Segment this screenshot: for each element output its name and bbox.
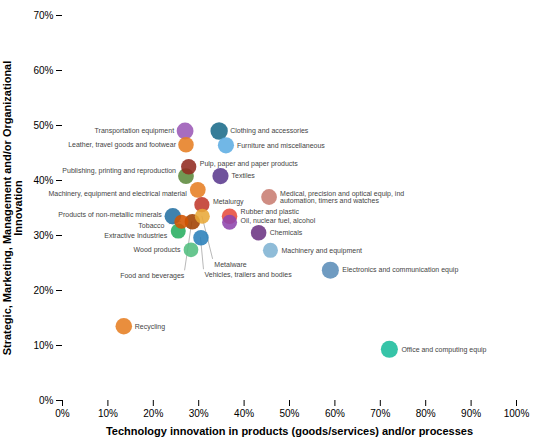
svg-text:Medical, precision and optical: Medical, precision and optical equip, in…: [280, 190, 404, 204]
svg-text:40%: 40%: [234, 408, 254, 419]
svg-text:0%: 0%: [55, 408, 70, 419]
svg-text:20%: 20%: [143, 408, 163, 419]
svg-text:Office and computing equip: Office and computing equip: [401, 346, 486, 354]
svg-text:Technology innovation in produ: Technology innovation in products (goods…: [106, 425, 473, 437]
svg-text:Textiles: Textiles: [231, 172, 255, 179]
svg-text:Metalurgy: Metalurgy: [213, 198, 244, 206]
svg-text:50%: 50%: [33, 120, 53, 131]
svg-text:Furniture and miscellaneous: Furniture and miscellaneous: [237, 142, 325, 149]
svg-text:60%: 60%: [325, 408, 345, 419]
svg-text:20%: 20%: [33, 285, 53, 296]
svg-text:Publishing, printing and repro: Publishing, printing and reproduction: [62, 167, 176, 175]
svg-text:Transportation equipment: Transportation equipment: [95, 127, 175, 135]
svg-text:Rubber and plastic: Rubber and plastic: [241, 208, 300, 216]
svg-text:80%: 80%: [416, 408, 436, 419]
svg-text:Oil, nuclear fuel, alcohol: Oil, nuclear fuel, alcohol: [241, 217, 316, 224]
svg-text:70%: 70%: [33, 10, 53, 21]
svg-text:40%: 40%: [33, 175, 53, 186]
svg-text:Chemicals: Chemicals: [270, 229, 303, 236]
svg-text:Wood products: Wood products: [134, 246, 181, 254]
svg-text:60%: 60%: [33, 65, 53, 76]
svg-text:Metalware: Metalware: [214, 260, 246, 267]
svg-text:Machinery and equipment: Machinery and equipment: [281, 247, 362, 255]
svg-text:70%: 70%: [370, 408, 390, 419]
svg-text:Machinery, equipment and elect: Machinery, equipment and electrical mate…: [48, 190, 187, 198]
svg-text:Vehicles, trailers and bodies: Vehicles, trailers and bodies: [204, 271, 292, 278]
svg-text:10%: 10%: [98, 408, 118, 419]
svg-text:Clothing and accessories: Clothing and accessories: [230, 127, 309, 135]
svg-text:30%: 30%: [33, 230, 53, 241]
svg-text:Tobacco: Tobacco: [138, 221, 164, 228]
svg-text:0%: 0%: [39, 395, 54, 406]
svg-text:Products of non-metallic miner: Products of non-metallic minerals: [58, 210, 162, 217]
svg-text:Leather, travel goods and foot: Leather, travel goods and footwear: [68, 141, 176, 149]
svg-text:50%: 50%: [279, 408, 299, 419]
svg-text:Electronics and communication: Electronics and communication equip: [342, 266, 458, 274]
svg-text:100%: 100%: [504, 408, 530, 419]
svg-text:Extractive Industries: Extractive Industries: [104, 232, 168, 239]
svg-text:Strategic, Marketing, Manageme: Strategic, Marketing, Management and/or …: [1, 61, 24, 356]
svg-text:Pulp, paper and paper products: Pulp, paper and paper products: [200, 159, 299, 167]
svg-text:Recycling: Recycling: [135, 322, 165, 330]
svg-text:90%: 90%: [461, 408, 481, 419]
svg-text:10%: 10%: [33, 340, 53, 351]
svg-text:30%: 30%: [189, 408, 209, 419]
svg-text:Food and beverages: Food and beverages: [120, 272, 185, 280]
